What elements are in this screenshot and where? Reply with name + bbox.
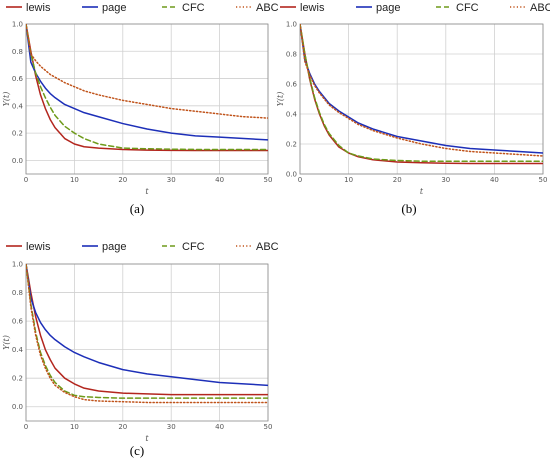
panel-caption: (a) — [130, 201, 144, 216]
legend-label-abc: ABC — [530, 2, 550, 14]
plot-frame — [299, 23, 544, 175]
x-tick-label: 10 — [70, 423, 79, 431]
x-axis-label: t — [420, 187, 424, 196]
x-tick-label: 40 — [215, 176, 224, 184]
series-line-abc — [26, 24, 268, 119]
legend-label-abc: ABC — [256, 241, 279, 253]
x-tick-label: 30 — [441, 176, 450, 184]
y-tick-label: 1.0 — [12, 21, 23, 29]
legend-label-cfc: CFC — [182, 241, 205, 253]
legend-label-lewis: lewis — [26, 241, 51, 253]
y-tick-label: 0.0 — [286, 171, 297, 179]
series-line-page — [26, 24, 268, 141]
y-tick-label: 0.6 — [12, 75, 24, 83]
x-tick-label: 20 — [393, 176, 402, 184]
series-line-cfc — [300, 24, 543, 162]
chart-panel-2: 0 10 20 30 40 50 0.0 0.2 0.4 0.6 0.8 1.0 t Y(t) lewis p… — [276, 2, 550, 216]
y-tick-label: 1.0 — [286, 21, 297, 29]
x-tick-label: 40 — [215, 423, 224, 431]
y-tick-label: 0.4 — [12, 346, 24, 354]
y-tick-label: 0.8 — [12, 48, 23, 56]
series-line-lewis — [26, 24, 268, 152]
x-tick-label: 10 — [344, 176, 353, 184]
y-tick-label: 1.0 — [12, 261, 23, 269]
legend: lewis page CFC ABC — [280, 2, 550, 14]
y-tick-label: 0.6 — [12, 318, 24, 326]
panel-caption: (b) — [401, 201, 416, 216]
legend-label-abc: ABC — [256, 2, 279, 14]
y-axis-label: Y(t) — [276, 92, 285, 107]
y-tick-label: 0.2 — [12, 375, 23, 383]
y-tick-label: 0.4 — [12, 102, 24, 110]
legend-label-page: page — [102, 241, 126, 253]
y-axis-label: Y(t) — [2, 335, 11, 350]
x-tick-label: 20 — [118, 423, 127, 431]
legend-label-page: page — [102, 2, 126, 14]
legend-label-cfc: CFC — [456, 2, 479, 14]
legend-label-lewis: lewis — [26, 2, 51, 14]
series-line-lewis — [26, 264, 268, 396]
series-line-cfc — [26, 24, 268, 151]
x-tick-label: 50 — [264, 423, 273, 431]
y-tick-label: 0.2 — [286, 141, 297, 149]
x-tick-label: 50 — [539, 176, 548, 184]
y-tick-label: 0.0 — [12, 403, 23, 411]
x-tick-label: 30 — [167, 423, 176, 431]
x-tick-label: 30 — [167, 176, 176, 184]
legend-label-lewis: lewis — [300, 2, 325, 14]
x-axis-label: t — [145, 434, 149, 443]
x-tick-label: 0 — [24, 176, 28, 184]
series-line-cfc — [26, 264, 268, 399]
series-line-page — [26, 264, 268, 387]
plot-frame — [25, 23, 269, 175]
y-tick-label: 0.8 — [12, 289, 23, 297]
series-line-abc — [26, 264, 268, 404]
x-tick-label: 40 — [490, 176, 499, 184]
y-tick-label: 0.0 — [12, 157, 23, 165]
plot-frame — [25, 263, 269, 422]
legend: lewis page CFC ABC — [6, 2, 279, 14]
x-tick-label: 0 — [24, 423, 28, 431]
panel-caption: (c) — [130, 443, 144, 458]
series-line-abc — [300, 24, 543, 157]
x-tick-label: 50 — [264, 176, 273, 184]
legend-label-page: page — [376, 2, 400, 14]
y-axis-label: Y(t) — [2, 92, 11, 107]
chart-panel-3: 0 10 20 30 40 50 0.0 0.2 0.4 0.6 0.8 1.0 t Y(t) lewis p… — [2, 241, 279, 458]
series-line-page — [300, 24, 543, 154]
legend: lewis page CFC ABC — [6, 241, 279, 253]
y-tick-label: 0.6 — [286, 81, 298, 89]
x-axis-label: t — [145, 187, 149, 196]
y-tick-label: 0.8 — [286, 51, 297, 59]
x-tick-label: 0 — [298, 176, 302, 184]
y-tick-label: 0.4 — [286, 111, 298, 119]
legend-label-cfc: CFC — [182, 2, 205, 14]
x-tick-label: 10 — [70, 176, 79, 184]
chart-panel-1: 0 10 20 30 40 50 0.0 0.2 0.4 0.6 0.8 1.0 t Y(t) lewis p… — [2, 2, 279, 216]
y-tick-label: 0.2 — [12, 130, 23, 138]
x-tick-label: 20 — [118, 176, 127, 184]
